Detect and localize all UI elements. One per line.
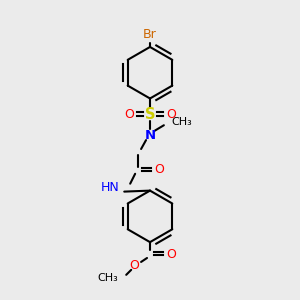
Text: CH₃: CH₃ — [172, 117, 193, 127]
Text: O: O — [154, 163, 164, 176]
Text: CH₃: CH₃ — [98, 273, 118, 283]
Text: O: O — [166, 108, 176, 121]
Text: Br: Br — [143, 28, 157, 41]
Text: S: S — [145, 107, 155, 122]
Text: N: N — [144, 129, 156, 142]
Text: O: O — [124, 108, 134, 121]
Text: O: O — [166, 248, 176, 260]
Text: HN: HN — [100, 181, 119, 194]
Text: O: O — [129, 260, 139, 272]
